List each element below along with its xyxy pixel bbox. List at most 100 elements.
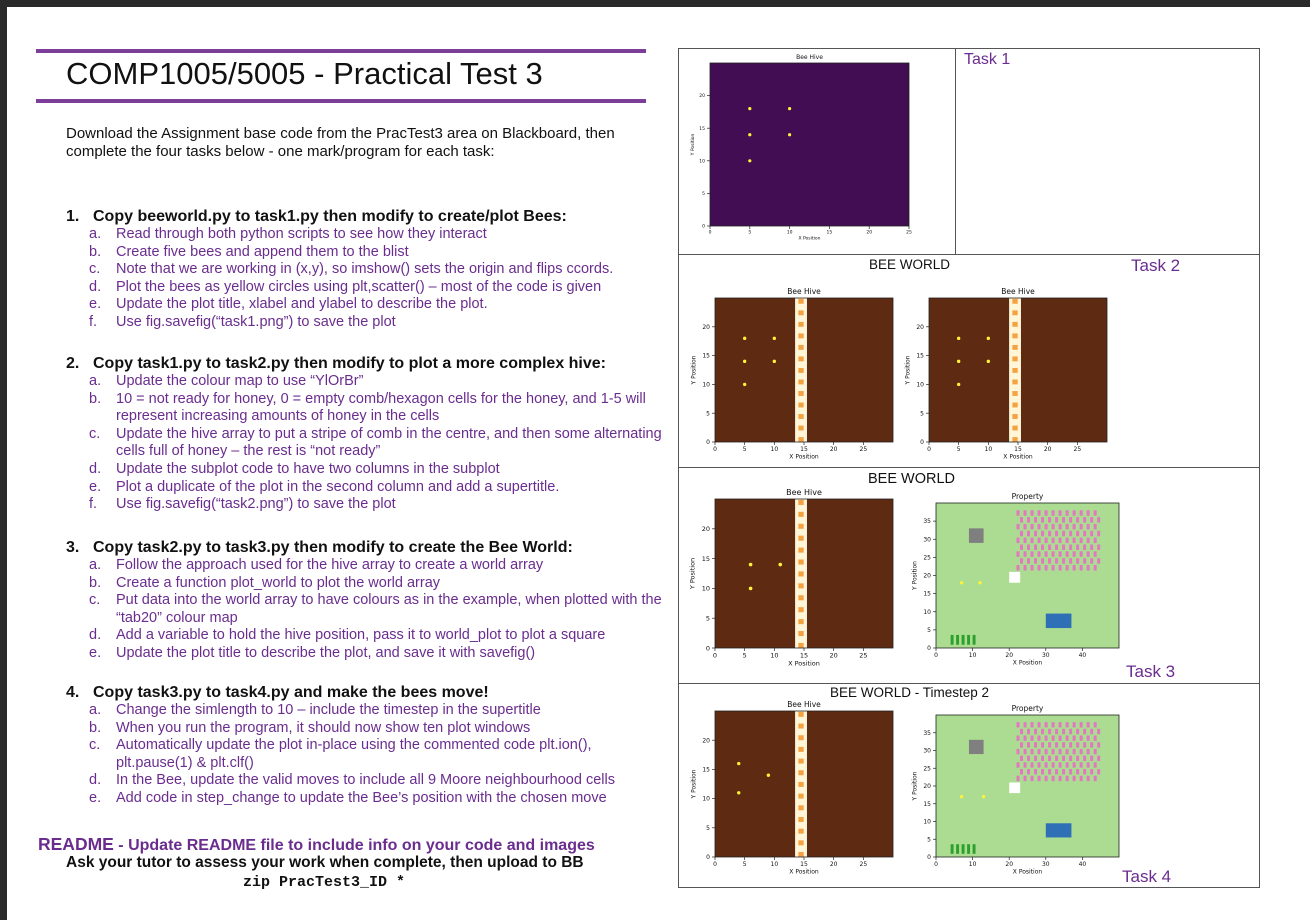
flower-cell [1023,565,1027,571]
bee-marker [742,336,747,340]
garden-row [972,844,976,854]
step-text: Add code in step_change to update the Be… [116,789,607,806]
flower-cell [1055,742,1059,748]
flower-cell [1058,722,1062,728]
flower-cell [1027,517,1031,523]
flower-cell [1072,735,1076,741]
bee-marker [772,359,777,364]
flower-cell [1016,523,1020,530]
honey-cell [798,852,804,857]
honey-cell [798,523,804,529]
task-step: d. Plot the bees as yellow circles using … [66,279,666,297]
flower-cell [1055,558,1059,564]
flower-cell [1034,742,1038,748]
bee-marker [742,359,747,364]
flower-cell [1079,510,1083,516]
flower-cell [1093,735,1097,741]
flower-cell [1020,517,1024,523]
flower-cell [1076,544,1080,550]
honey-cell [798,344,804,350]
flower-cell [1086,551,1090,557]
flower-cell [1062,530,1066,537]
flower-cell [1086,748,1090,755]
y-tick-label: 35 [923,518,931,525]
y-tick-label: 25 [923,765,931,772]
flower-cell [1023,510,1027,516]
y-tick-label: 30 [923,748,931,755]
flower-cell [1034,755,1038,761]
flower-cell [1051,537,1055,544]
y-axis-label: Y Position [691,769,698,799]
x-axis-label: X Position [1013,660,1043,667]
honey-cell [798,595,804,601]
honey-cell [798,535,804,541]
flower-cell [1048,530,1052,537]
table-cell-divider [955,48,956,254]
x-tick-label: 15 [800,446,808,453]
y-tick-label: 10 [923,819,931,826]
flower-cell [1041,742,1045,748]
y-axis-label: Y Position [912,771,919,801]
readme-instruction: README - Update README file to include i… [38,834,595,855]
step-text: In the Bee, update the valid moves to in… [116,772,615,789]
flower-cell [1030,762,1034,768]
table-divider-2 [678,467,1260,468]
garden-row [972,634,976,645]
flower-cell [1016,748,1020,755]
flower-cell [1090,558,1094,564]
y-tick-label: 15 [702,767,710,774]
flower-cell [1055,517,1059,523]
flower-cell [1097,558,1101,564]
flower-cell [1034,517,1038,523]
flower-cell [1079,537,1083,544]
task-heading-text: Copy task1.py to task2.py then modify to… [93,355,606,372]
flower-cell [1020,755,1024,761]
task-4-label: Task 4 [1122,867,1172,886]
flower-cell [1072,775,1076,782]
bee-marker [956,359,961,364]
flower-cell [1097,742,1101,748]
flower-cell [1030,775,1034,782]
honey-cell [798,547,804,553]
y-axis-label: Y Position [912,561,919,591]
honey-cell [798,631,804,637]
flower-cell [1037,748,1041,755]
task-heading: 2. Copy task1.py to task2.py then modify … [66,355,666,373]
task-2-suptitle: BEE WORLD [869,257,951,272]
honey-cell [798,333,804,339]
x-tick-label: 10 [969,861,977,868]
flower-cell [1051,510,1055,516]
flower-cell [1034,544,1038,550]
flower-cell [1030,722,1034,728]
flower-cell [1037,551,1041,557]
flower-cell [1072,537,1076,544]
plot-title: Bee Hive [786,488,822,497]
honey-cell [798,583,804,589]
task-steps: a. Change the simlength to 10 – include t… [66,702,666,808]
flower-cell [1072,762,1076,768]
y-tick-label: 0 [706,854,710,861]
honey-cell [798,642,804,648]
plot-title: Bee Hive [787,287,821,296]
task-step: d. Add a variable to hold the hive positi… [66,627,666,645]
flower-cell [1041,769,1045,775]
task-step: a. Read through both python scripts to se… [66,226,666,244]
honey-cell [1012,321,1018,327]
step-text: Read through both python scripts to see … [116,226,487,242]
garden-row [956,634,960,645]
flower-cell [1020,728,1024,735]
flower-cell [1076,517,1080,523]
task-step: b. When you run the program, it should no… [66,720,666,738]
honey-cell [798,367,804,373]
task-number: 1. [66,208,80,225]
flower-cell [1093,510,1097,516]
garden-row [961,844,965,854]
step-text: Update the subplot code to have two colu… [116,460,500,477]
flower-cell [1016,722,1020,728]
flower-cell [1086,762,1090,768]
flower-cell [1051,722,1055,728]
y-tick-label: 5 [927,627,931,634]
flower-cell [1044,537,1048,544]
garden-row [950,634,954,645]
x-tick-label: 25 [859,652,867,660]
